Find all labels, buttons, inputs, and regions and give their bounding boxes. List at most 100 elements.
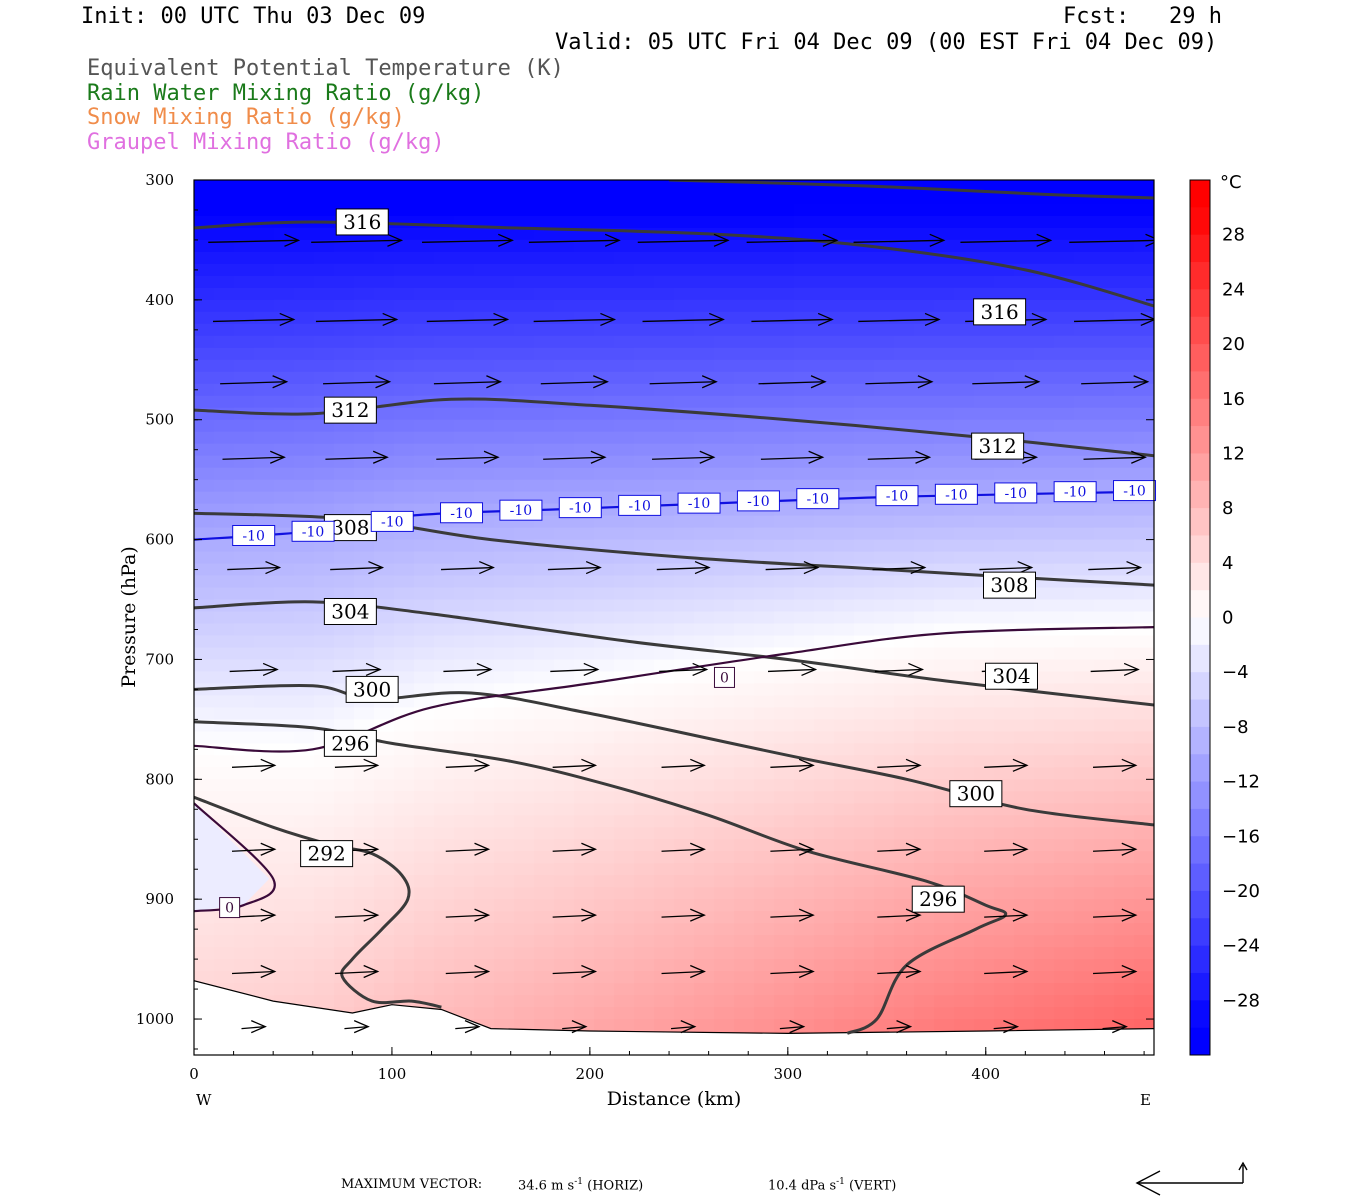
temperature-cell bbox=[914, 827, 935, 840]
temperature-cell bbox=[534, 371, 555, 385]
temperature-cell bbox=[494, 707, 515, 720]
temperature-cell bbox=[594, 803, 615, 816]
temperature-cell bbox=[554, 371, 575, 385]
wind-vector-head bbox=[493, 312, 510, 327]
temperature-cell bbox=[674, 323, 695, 337]
temperature-cell bbox=[314, 287, 335, 301]
temperature-cell bbox=[894, 839, 915, 852]
temperature-cell bbox=[1094, 671, 1115, 684]
temperature-cell bbox=[994, 180, 1015, 193]
wind-vector-head bbox=[387, 233, 404, 247]
temperature-cell bbox=[1134, 515, 1154, 529]
temperature-cell bbox=[794, 347, 815, 361]
temperature-cell bbox=[574, 815, 595, 828]
temperature-cell bbox=[914, 395, 935, 409]
temperature-cell bbox=[514, 719, 535, 732]
temperature-cell bbox=[814, 743, 835, 756]
temperature-cell bbox=[1134, 743, 1154, 756]
temperature-cell bbox=[214, 623, 235, 637]
temperature-cell bbox=[434, 863, 455, 876]
temperature-cell bbox=[534, 239, 555, 253]
temperature-cell bbox=[714, 383, 735, 397]
temperature-cell bbox=[654, 839, 675, 852]
temperature-cell bbox=[674, 275, 695, 289]
temperature-cell bbox=[1114, 239, 1135, 253]
temperature-cell bbox=[194, 204, 215, 217]
colorbar-bin bbox=[1190, 1000, 1210, 1029]
temperature-cell bbox=[1094, 527, 1115, 541]
temperature-cell bbox=[414, 719, 435, 732]
temperature-cell bbox=[254, 935, 275, 948]
temperature-cell bbox=[534, 359, 555, 373]
temperature-cell bbox=[214, 791, 235, 804]
temperature-cell bbox=[1054, 251, 1075, 265]
temperature-cell bbox=[1134, 935, 1154, 948]
temperature-cell bbox=[874, 551, 895, 565]
wind-vector-head bbox=[1036, 233, 1053, 247]
wind-vector bbox=[445, 848, 489, 852]
temperature-cell bbox=[354, 707, 375, 720]
temperature-cell bbox=[1094, 635, 1115, 649]
wind-vector bbox=[433, 381, 501, 385]
temperature-cell bbox=[654, 359, 675, 373]
temperature-cell bbox=[314, 275, 335, 289]
temperature-cell bbox=[1094, 911, 1115, 924]
temperature-cell bbox=[534, 431, 555, 445]
temperature-cell bbox=[374, 983, 395, 996]
wind-vector bbox=[426, 318, 508, 323]
temperature-cell bbox=[514, 551, 535, 565]
temperature-cell bbox=[874, 839, 895, 852]
temperature-cell bbox=[834, 839, 855, 852]
temperature-cell bbox=[974, 935, 995, 948]
temperature-cell bbox=[914, 923, 935, 936]
temperature-cell bbox=[774, 347, 795, 361]
wind-vector-head bbox=[1123, 662, 1140, 677]
temperature-cell bbox=[974, 599, 995, 613]
temperature-cell bbox=[854, 755, 875, 768]
wind-vector-head bbox=[798, 964, 815, 979]
temperature-cell bbox=[654, 671, 675, 684]
temperature-cell bbox=[894, 287, 915, 301]
temperature-cell bbox=[734, 192, 755, 205]
temperature-cell bbox=[1014, 923, 1035, 936]
temperature-cell bbox=[974, 539, 995, 553]
temperature-cell bbox=[614, 311, 635, 325]
temperature-cell bbox=[854, 923, 875, 936]
temperature-cell bbox=[1134, 611, 1154, 625]
temperature-cell bbox=[1054, 599, 1075, 613]
temperature-cell bbox=[654, 731, 675, 744]
temperature-cell bbox=[774, 431, 795, 445]
temperature-cell bbox=[1134, 731, 1154, 744]
temperature-cell bbox=[814, 683, 835, 696]
temperature-cell bbox=[234, 323, 255, 337]
temperature-cell bbox=[814, 767, 835, 780]
temperature-cell bbox=[1134, 371, 1154, 385]
temperature-cell bbox=[954, 695, 975, 708]
temperature-cell bbox=[594, 611, 615, 625]
temperature-cell bbox=[914, 911, 935, 924]
wind-vector bbox=[334, 970, 378, 975]
temperature-cell bbox=[454, 875, 475, 888]
wind-vector bbox=[984, 914, 1027, 918]
temperature-cell bbox=[754, 839, 775, 852]
temperature-cell bbox=[474, 983, 495, 996]
temperature-cell bbox=[314, 635, 335, 649]
temperature-cell bbox=[1114, 527, 1135, 541]
temperature-cell bbox=[534, 1007, 555, 1020]
temperature-cell bbox=[814, 623, 835, 637]
temperature-cell bbox=[774, 395, 795, 409]
temperature-cell bbox=[654, 971, 675, 984]
temperature-cell bbox=[914, 959, 935, 972]
temperature-cell bbox=[254, 743, 275, 756]
temperature-cell bbox=[894, 192, 915, 205]
temperature-cell bbox=[754, 239, 775, 253]
temperature-cell bbox=[834, 227, 855, 241]
temperature-cell bbox=[334, 563, 355, 577]
temperature-cell bbox=[594, 515, 615, 529]
temperature-cell bbox=[614, 683, 635, 696]
temperature-cell bbox=[794, 204, 815, 217]
temperature-cell bbox=[754, 431, 775, 445]
wind-vector-head bbox=[353, 1020, 370, 1034]
temperature-cell bbox=[414, 239, 435, 253]
temperature-cell bbox=[814, 204, 835, 217]
